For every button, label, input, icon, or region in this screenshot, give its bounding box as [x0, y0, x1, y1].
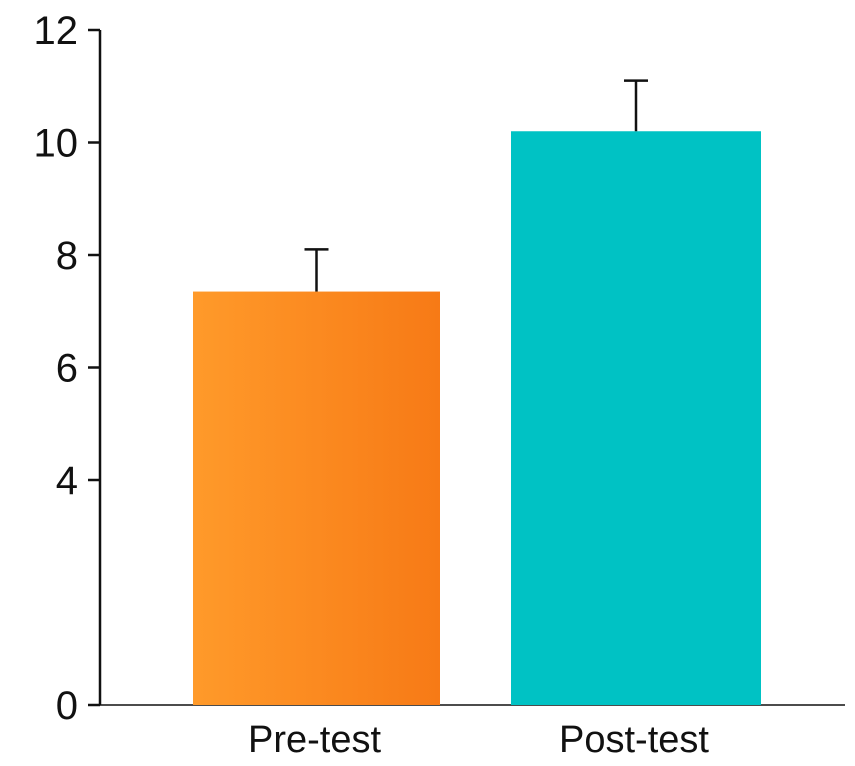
labels-layer: Pre-test Post-test	[248, 719, 709, 761]
error-bars-layer	[304, 79, 648, 292]
y-tick-label: 4	[56, 459, 78, 503]
y-tick-label: 8	[56, 234, 78, 278]
bar-post-test	[511, 131, 761, 705]
x-category-label-post-test: Post-test	[559, 719, 709, 761]
bar-pre-test	[193, 291, 440, 705]
y-tick-label: 0	[56, 684, 78, 728]
y-tick-label: 12	[34, 9, 79, 53]
y-tick-label: 10	[34, 122, 79, 166]
y-tick-label: 6	[56, 347, 78, 391]
bars-layer	[193, 131, 761, 705]
x-category-label-pre-test: Pre-test	[248, 719, 381, 761]
